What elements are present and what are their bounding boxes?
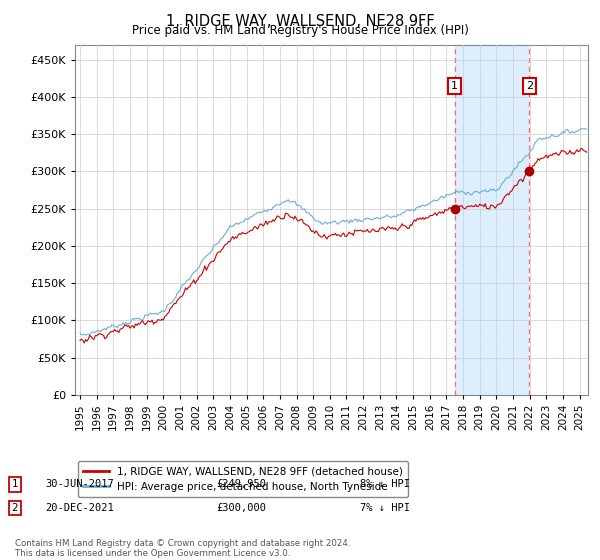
Text: 1, RIDGE WAY, WALLSEND, NE28 9FF: 1, RIDGE WAY, WALLSEND, NE28 9FF (166, 14, 434, 29)
Text: 7% ↓ HPI: 7% ↓ HPI (360, 503, 410, 513)
Text: Price paid vs. HM Land Registry's House Price Index (HPI): Price paid vs. HM Land Registry's House … (131, 24, 469, 36)
Text: 2: 2 (11, 503, 19, 513)
Text: 8% ↓ HPI: 8% ↓ HPI (360, 479, 410, 489)
Text: 2: 2 (526, 81, 533, 91)
Text: Contains HM Land Registry data © Crown copyright and database right 2024.
This d: Contains HM Land Registry data © Crown c… (15, 539, 350, 558)
Text: £249,950: £249,950 (216, 479, 266, 489)
Legend: 1, RIDGE WAY, WALLSEND, NE28 9FF (detached house), HPI: Average price, detached : 1, RIDGE WAY, WALLSEND, NE28 9FF (detach… (77, 461, 409, 497)
Text: 1: 1 (11, 479, 19, 489)
Text: 30-JUN-2017: 30-JUN-2017 (45, 479, 114, 489)
Text: 20-DEC-2021: 20-DEC-2021 (45, 503, 114, 513)
Bar (455, 45, 529, 395)
Text: 1: 1 (451, 81, 458, 91)
Text: £300,000: £300,000 (216, 503, 266, 513)
